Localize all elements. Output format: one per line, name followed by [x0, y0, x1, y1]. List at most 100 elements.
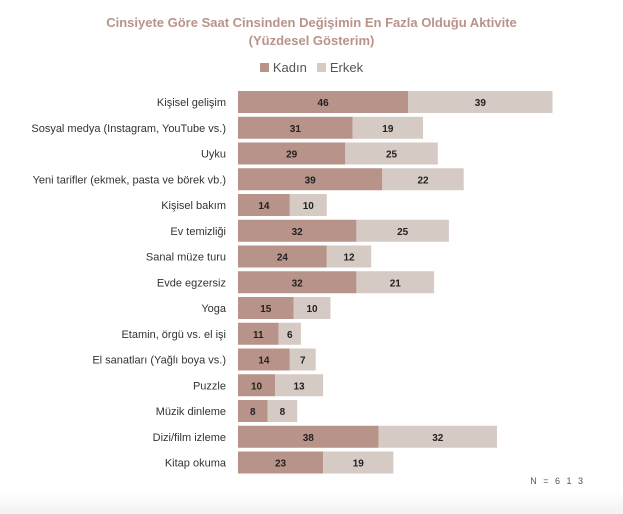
bar-row-uyku: Uyku 29 25 — [201, 142, 438, 165]
data-label-erkek: 25 — [397, 227, 409, 238]
bar-erkek — [345, 142, 438, 165]
bar-erkek — [323, 451, 394, 474]
bottom-fade — [0, 492, 623, 514]
bar-row-ki-isel-bak-m: Kişisel bakım 14 10 — [161, 194, 327, 216]
bar-erkek — [267, 400, 298, 422]
chart-legend: Kadın Erkek — [0, 60, 623, 75]
category-label: Kişisel bakım — [161, 200, 226, 212]
category-label: Dizi/film izleme — [153, 432, 226, 444]
data-label-erkek: 6 — [287, 330, 293, 341]
bar-kadin — [238, 142, 346, 165]
bar-kadin — [238, 348, 290, 371]
bar-erkek — [356, 219, 449, 242]
data-label-kadin: 8 — [250, 407, 256, 418]
bar-kadin — [238, 116, 353, 139]
bar-row-el-sanatlar-ya-l-boya-vs: El sanatları (Yağlı boya vs.) 14 7 — [92, 348, 316, 371]
category-label: Sanal müze turu — [146, 252, 226, 264]
bar-kadin — [238, 425, 379, 448]
bar-row-yoga: Yoga 15 10 — [201, 297, 331, 319]
legend-item-erkek: Erkek — [316, 60, 364, 75]
bar-erkek — [275, 374, 324, 397]
category-label: Etamin, örgü vs. el işi — [121, 329, 226, 341]
bar-erkek — [293, 297, 331, 319]
legend-swatch-erkek — [316, 63, 326, 72]
data-label-kadin: 32 — [292, 278, 304, 289]
chart-title-line2: (Yüzdesel Gösterim) — [248, 33, 375, 48]
data-label-erkek: 22 — [417, 175, 429, 186]
sample-size-note: N = 6 1 3 — [530, 476, 585, 486]
data-label-erkek: 19 — [382, 124, 394, 135]
data-label-kadin: 24 — [277, 253, 289, 264]
bar-row-yeni-tarifler-ekmek-pasta-ve-b-rek-vb: Yeni tarifler (ekmek, pasta ve börek vb.… — [33, 168, 464, 191]
chart-title: Cinsiyete Göre Saat Cinsinden Değişimin … — [0, 14, 623, 50]
bar-kadin — [238, 168, 383, 191]
bar-erkek — [382, 168, 464, 191]
bar-kadin — [238, 374, 275, 397]
bar-kadin — [238, 400, 268, 422]
bar-erkek — [378, 425, 497, 448]
data-label-erkek: 13 — [293, 381, 305, 392]
data-label-erkek: 21 — [390, 278, 402, 289]
bar-row-ki-isel-geli-im: Kişisel gelişim 46 39 — [157, 91, 553, 113]
bar-erkek — [408, 91, 553, 113]
data-label-erkek: 8 — [280, 407, 286, 418]
data-label-erkek: 7 — [300, 356, 306, 367]
data-label-kadin: 14 — [258, 201, 270, 212]
bar-kadin — [238, 271, 357, 294]
data-label-kadin: 29 — [286, 150, 298, 161]
category-label: Puzzle — [193, 380, 226, 392]
data-label-kadin: 39 — [305, 175, 317, 186]
bar-erkek — [278, 322, 301, 345]
data-label-kadin: 32 — [292, 227, 304, 238]
bar-kadin — [238, 91, 409, 113]
data-label-kadin: 23 — [275, 459, 287, 470]
bar-row-kitap-okuma: Kitap okuma 23 19 — [165, 451, 394, 474]
data-label-kadin: 14 — [258, 356, 270, 367]
legend-swatch-kadin — [259, 63, 269, 72]
bar-erkek — [352, 116, 423, 139]
category-label: Evde egzersiz — [157, 277, 226, 289]
bar-row-m-zik-dinleme: Müzik dinleme 8 8 — [156, 400, 298, 422]
data-label-erkek: 32 — [432, 433, 444, 444]
bar-kadin — [238, 297, 294, 319]
legend-label-erkek: Erkek — [329, 60, 364, 75]
category-label: Müzik dinleme — [156, 406, 226, 418]
bar-row-etamin-rg-vs-el-i-i: Etamin, örgü vs. el işi 11 6 — [121, 322, 301, 345]
category-label: Yoga — [201, 303, 227, 315]
data-label-kadin: 10 — [251, 381, 263, 392]
category-label: Sosyal medya (Instagram, YouTube vs.) — [31, 123, 226, 135]
bar-kadin — [238, 219, 357, 242]
data-label-erkek: 19 — [353, 459, 365, 470]
bar-row-puzzle: Puzzle 10 13 — [193, 374, 324, 397]
legend-label-kadin: Kadın — [272, 60, 307, 75]
data-label-erkek: 25 — [386, 150, 398, 161]
category-label: Uyku — [201, 149, 226, 161]
data-label-erkek: 10 — [303, 201, 315, 212]
data-label-kadin: 11 — [253, 330, 264, 341]
bar-row-sosyal-medya-instagram-youtube-vs: Sosyal medya (Instagram, YouTube vs.) 31 1… — [31, 116, 423, 139]
bar-row-evde-egzersiz: Evde egzersiz 32 21 — [157, 271, 435, 294]
data-label-erkek: 12 — [343, 253, 355, 264]
bar-kadin — [238, 194, 290, 216]
bar-row-ev-temizli-i: Ev temizliği 32 25 — [170, 219, 449, 242]
data-label-erkek: 10 — [306, 304, 318, 315]
data-label-kadin: 31 — [290, 124, 302, 135]
bar-kadin — [238, 322, 279, 345]
bar-row-sanal-m-ze-turu: Sanal müze turu 24 12 — [146, 245, 372, 268]
category-label: Yeni tarifler (ekmek, pasta ve börek vb.… — [33, 174, 226, 186]
bar-row-dizi-film-izleme: Dizi/film izleme 38 32 — [153, 425, 497, 448]
category-label: El sanatları (Yağlı boya vs.) — [92, 355, 226, 367]
category-label: Kişisel gelişim — [157, 97, 226, 109]
category-label: Kitap okuma — [165, 458, 227, 470]
bar-erkek — [289, 348, 316, 371]
chart-title-line1: Cinsiyete Göre Saat Cinsinden Değişimin … — [106, 15, 517, 30]
category-label: Ev temizliği — [170, 226, 226, 238]
data-label-kadin: 15 — [260, 304, 272, 315]
bar-kadin — [238, 451, 324, 474]
data-label-kadin: 38 — [303, 433, 315, 444]
data-label-erkek: 39 — [475, 98, 487, 109]
legend-item-kadin: Kadın — [259, 60, 307, 75]
data-label-kadin: 46 — [318, 98, 330, 109]
bar-kadin — [238, 245, 327, 268]
